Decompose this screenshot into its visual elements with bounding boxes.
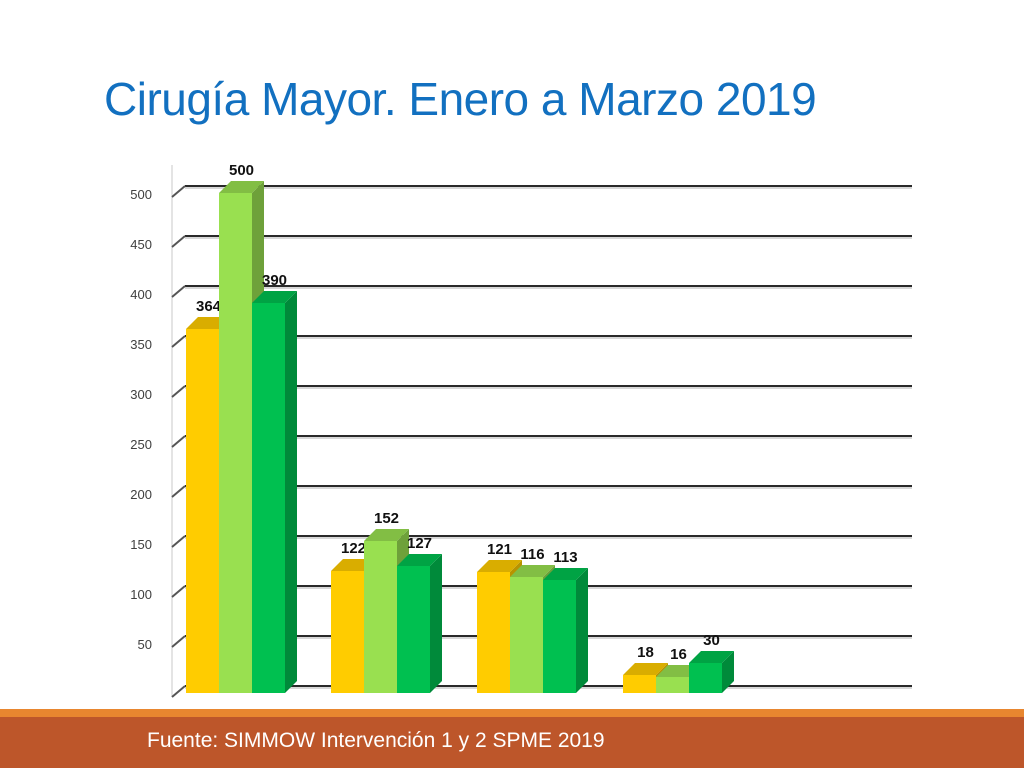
bar bbox=[397, 566, 430, 693]
gridline-depth bbox=[171, 485, 186, 498]
slide-title: Cirugía Mayor. Enero a Marzo 2019 bbox=[104, 73, 817, 125]
gridline-depth bbox=[171, 435, 186, 448]
bar bbox=[331, 571, 364, 693]
bar bbox=[656, 677, 689, 693]
bar bbox=[364, 541, 397, 693]
bar bbox=[477, 572, 510, 693]
bar-top bbox=[397, 554, 442, 566]
gridline-depth bbox=[171, 535, 186, 548]
gridline-depth bbox=[171, 635, 186, 648]
bar bbox=[623, 675, 656, 693]
bar bbox=[219, 193, 252, 693]
y-tick-label: 450 bbox=[130, 237, 152, 252]
y-tick-label: 400 bbox=[130, 287, 152, 302]
bar-side bbox=[722, 651, 734, 693]
data-label: 16 bbox=[670, 646, 687, 663]
data-label: 18 bbox=[637, 644, 654, 661]
bar-top bbox=[510, 565, 555, 577]
data-label: 364 bbox=[196, 298, 222, 315]
gridline-depth bbox=[171, 685, 186, 698]
bar bbox=[186, 329, 219, 693]
data-label: 122 bbox=[341, 540, 366, 557]
data-label: 121 bbox=[487, 541, 512, 558]
bar bbox=[543, 580, 576, 693]
data-label: 30 bbox=[703, 632, 720, 649]
bar-top bbox=[689, 651, 734, 663]
bar bbox=[689, 663, 722, 693]
data-label: 113 bbox=[553, 549, 577, 566]
bar bbox=[252, 303, 285, 693]
gridline-depth bbox=[171, 585, 186, 598]
footer-bar: Fuente: SIMMOW Intervención 1 y 2 SPME 2… bbox=[0, 717, 1024, 768]
data-label: 152 bbox=[374, 510, 399, 527]
bar-top bbox=[477, 560, 522, 572]
bar-top bbox=[543, 568, 588, 580]
y-tick-label: 100 bbox=[130, 587, 152, 602]
gridline-depth bbox=[171, 235, 186, 248]
data-label: 390 bbox=[262, 272, 287, 289]
footer-source: Fuente: SIMMOW Intervención 1 y 2 SPME 2… bbox=[147, 729, 605, 752]
y-tick-label: 200 bbox=[130, 487, 152, 502]
y-tick-label: 300 bbox=[130, 387, 152, 402]
y-tick-label: 150 bbox=[130, 537, 152, 552]
data-label: 127 bbox=[407, 535, 432, 552]
y-tick-label: 500 bbox=[130, 187, 152, 202]
bar-top bbox=[219, 181, 264, 193]
gridline-depth bbox=[171, 385, 186, 398]
bar-top bbox=[252, 291, 297, 303]
gridline-depth bbox=[171, 285, 186, 298]
data-label: 500 bbox=[229, 162, 254, 179]
bar-side bbox=[285, 291, 297, 693]
footer-accent-line bbox=[0, 709, 1024, 717]
bar bbox=[510, 577, 543, 693]
y-tick-label: 250 bbox=[130, 437, 152, 452]
bar-chart: 50 100 150 200 250 300 350 400 450 500 364 122 121 18… bbox=[130, 162, 912, 698]
bar-top bbox=[364, 529, 409, 541]
data-label: 116 bbox=[520, 546, 544, 563]
bar-top bbox=[623, 663, 668, 675]
gridline-depth bbox=[171, 335, 186, 348]
bar-side bbox=[430, 554, 442, 693]
y-tick-label: 50 bbox=[138, 637, 152, 652]
bar-side bbox=[576, 568, 588, 693]
y-tick-label: 350 bbox=[130, 337, 152, 352]
gridline-depth bbox=[171, 185, 186, 198]
